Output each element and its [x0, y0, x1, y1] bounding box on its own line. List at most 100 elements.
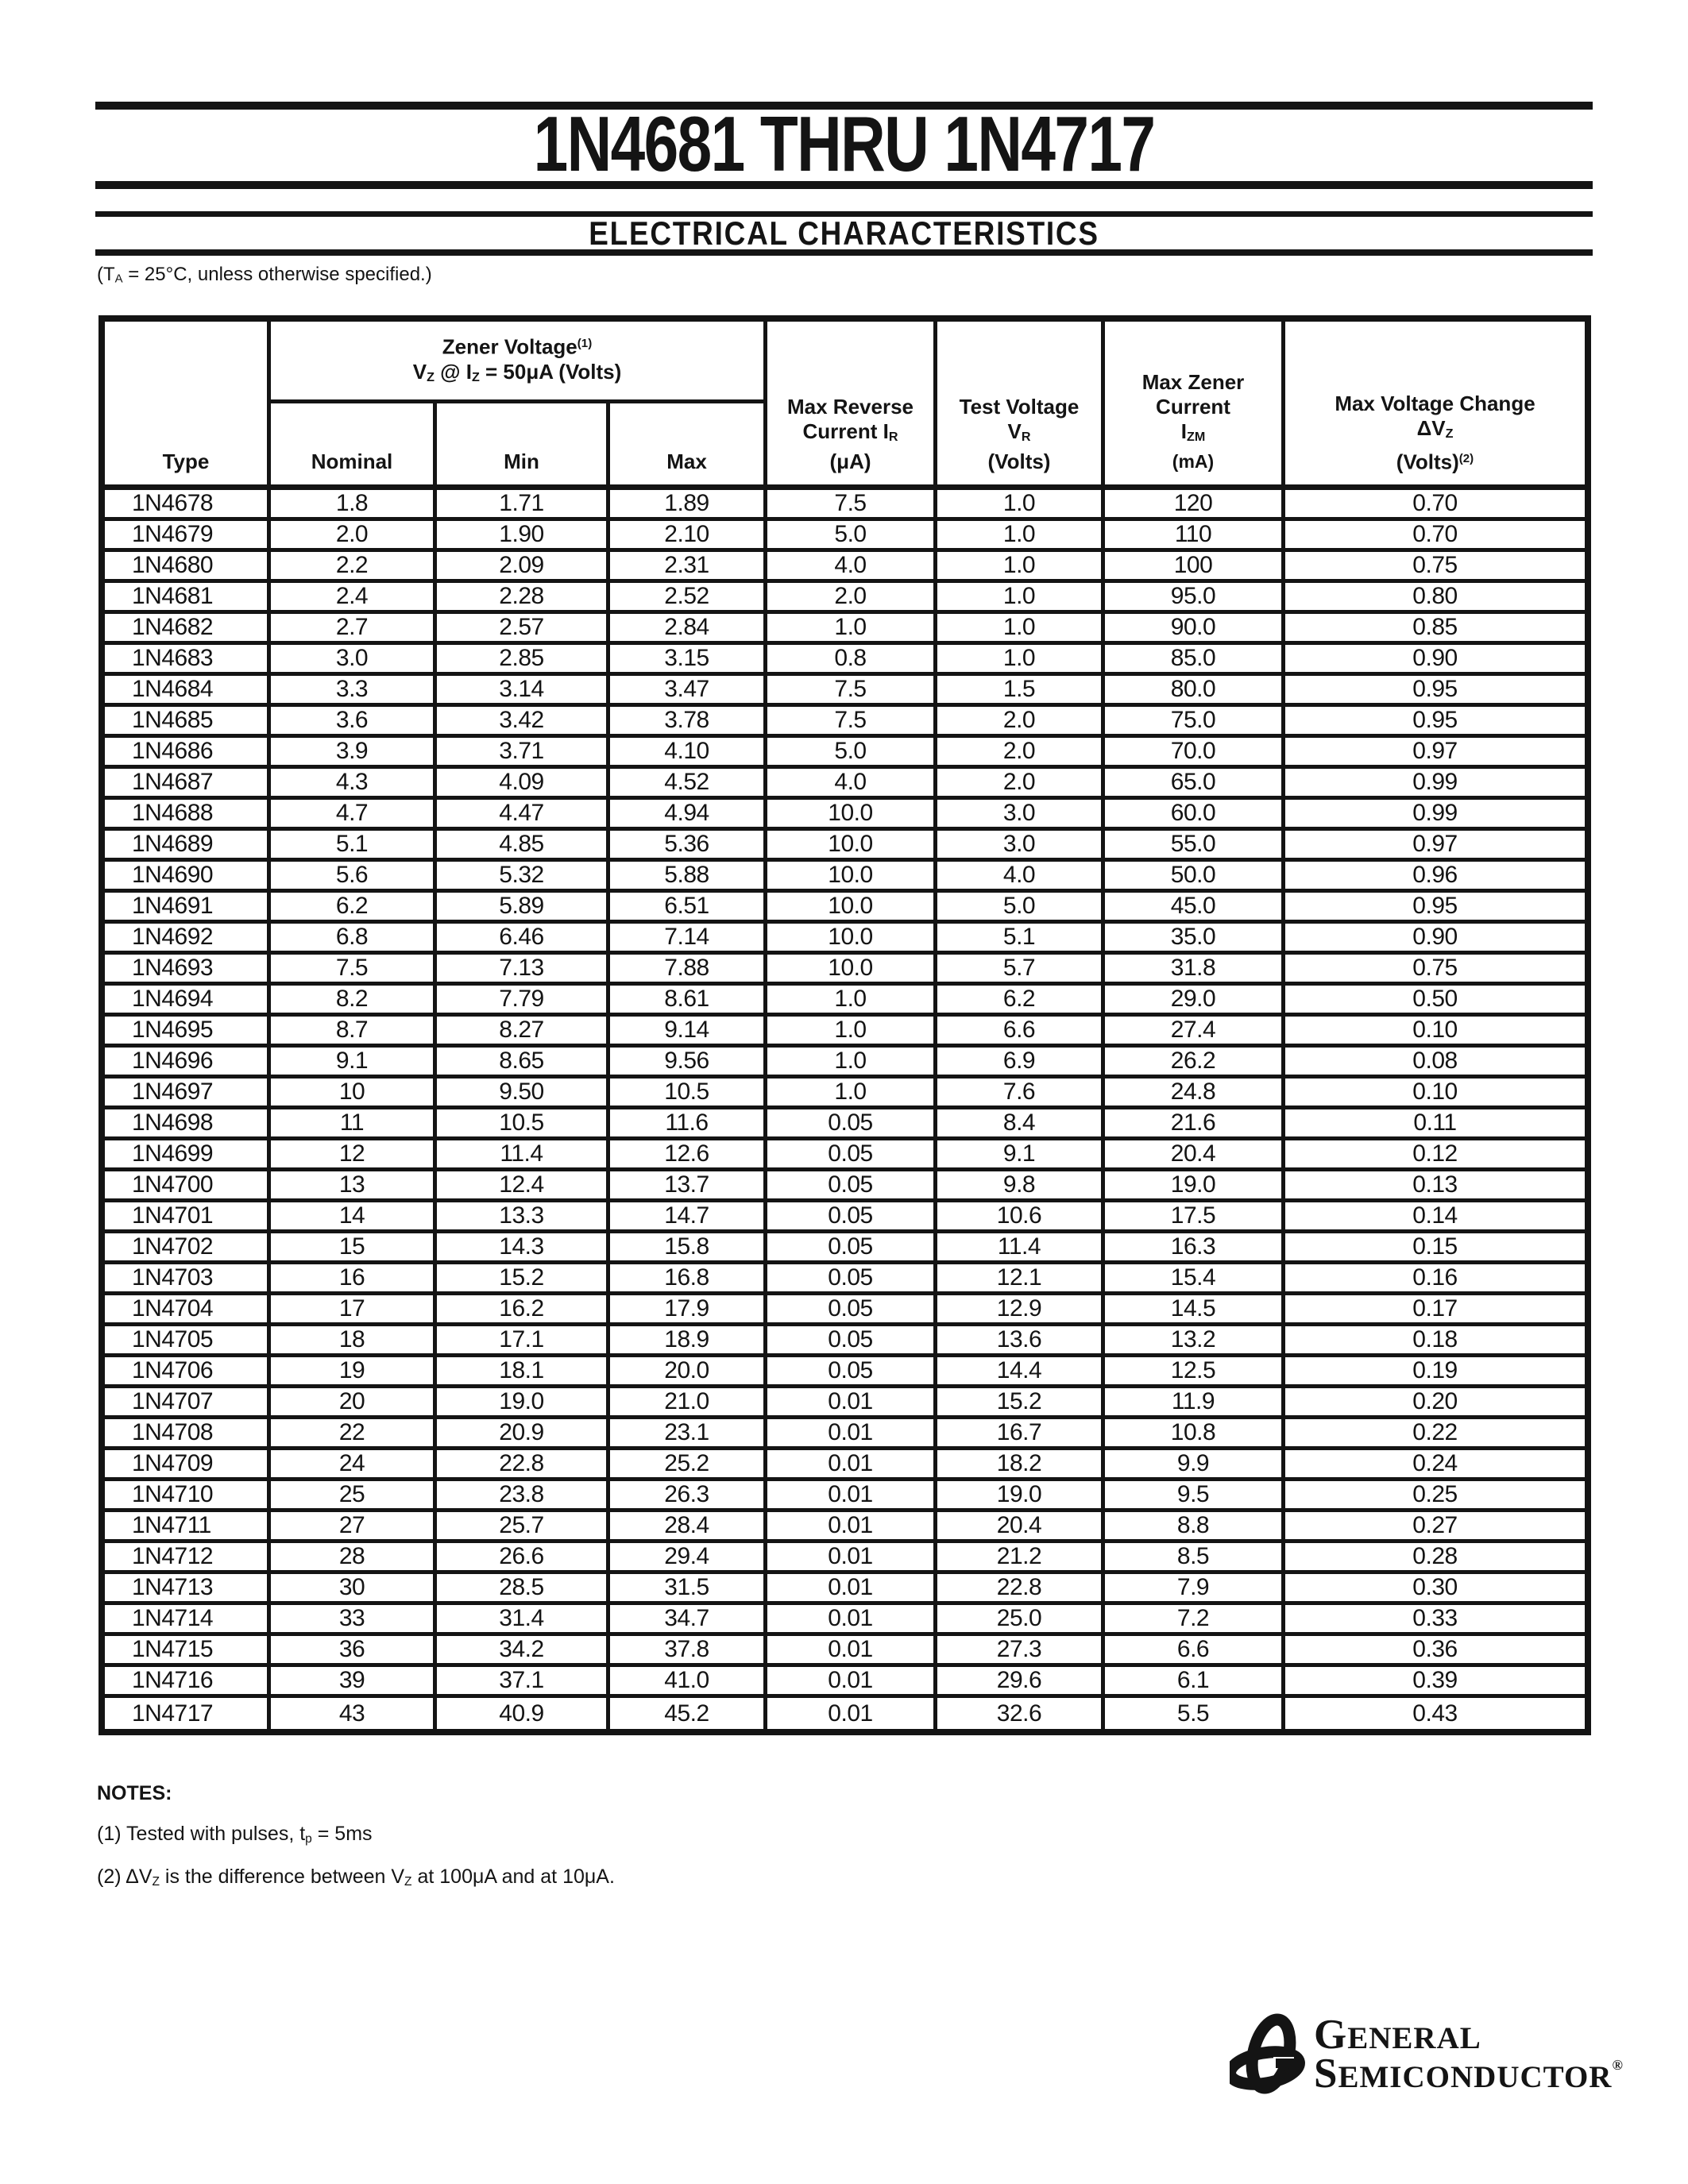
cell-izm: 21.6: [1105, 1109, 1285, 1140]
cell-vr: 8.4: [937, 1109, 1105, 1140]
cell-izm: 95.0: [1105, 583, 1285, 614]
cell-izm: 6.1: [1105, 1667, 1285, 1698]
cell-vr: 1.0: [937, 645, 1105, 676]
cell-izm: 29.0: [1105, 986, 1285, 1017]
cell-max: 9.14: [610, 1017, 767, 1048]
cell-type: 1N4692: [105, 924, 271, 955]
cell-ir: 4.0: [767, 769, 937, 800]
cell-ir: 10.0: [767, 893, 937, 924]
cell-ir: 1.0: [767, 1048, 937, 1078]
cell-type: 1N4709: [105, 1450, 271, 1481]
cell-dvz: 0.18: [1285, 1326, 1585, 1357]
column-header-min: Min: [437, 403, 610, 484]
cell-izm: 80.0: [1105, 676, 1285, 707]
cell-izm: 12.5: [1105, 1357, 1285, 1388]
cell-dvz: 0.08: [1285, 1048, 1585, 1078]
cell-nominal: 3.9: [271, 738, 437, 769]
zener-voltage-group-title: Zener Voltage(1) VZ @ IZ = 50μA (Volts): [412, 334, 622, 384]
cell-max: 12.6: [610, 1140, 767, 1171]
cell-izm: 60.0: [1105, 800, 1285, 831]
cell-izm: 75.0: [1105, 707, 1285, 738]
cell-izm: 26.2: [1105, 1048, 1285, 1078]
cell-nominal: 11: [271, 1109, 437, 1140]
cell-min: 25.7: [437, 1512, 610, 1543]
cell-ir: 5.0: [767, 738, 937, 769]
cell-vr: 16.7: [937, 1419, 1105, 1450]
cell-vr: 1.0: [937, 490, 1105, 521]
cell-izm: 9.5: [1105, 1481, 1285, 1512]
cell-dvz: 0.28: [1285, 1543, 1585, 1574]
cell-type: 1N4701: [105, 1202, 271, 1233]
logo-wordmark-line2: SEMICONDUCTOR: [1314, 2051, 1613, 2097]
cell-nominal: 24: [271, 1450, 437, 1481]
cell-vr: 19.0: [937, 1481, 1105, 1512]
cell-ir: 0.05: [767, 1264, 937, 1295]
cell-max: 45.2: [610, 1698, 767, 1729]
cell-max: 11.6: [610, 1109, 767, 1140]
cell-type: 1N4698: [105, 1109, 271, 1140]
column-header-nominal: Nominal: [271, 403, 437, 484]
cell-min: 3.71: [437, 738, 610, 769]
cell-izm: 8.5: [1105, 1543, 1285, 1574]
cell-vr: 15.2: [937, 1388, 1105, 1419]
cell-ir: 1.0: [767, 614, 937, 645]
cell-vr: 20.4: [937, 1512, 1105, 1543]
cell-max: 13.7: [610, 1171, 767, 1202]
cell-vr: 12.9: [937, 1295, 1105, 1326]
cell-nominal: 30: [271, 1574, 437, 1605]
cell-min: 2.85: [437, 645, 610, 676]
cell-ir: 0.05: [767, 1202, 937, 1233]
cell-vr: 9.1: [937, 1140, 1105, 1171]
cell-type: 1N4712: [105, 1543, 271, 1574]
cell-type: 1N4690: [105, 862, 271, 893]
cell-vr: 21.2: [937, 1543, 1105, 1574]
cell-min: 3.14: [437, 676, 610, 707]
cell-max: 4.10: [610, 738, 767, 769]
cell-izm: 31.8: [1105, 955, 1285, 986]
cell-min: 3.42: [437, 707, 610, 738]
cell-ir: 0.01: [767, 1667, 937, 1698]
cell-dvz: 0.25: [1285, 1481, 1585, 1512]
cell-vr: 1.0: [937, 614, 1105, 645]
cell-izm: 20.4: [1105, 1140, 1285, 1171]
page-title: 1N4681 THRU 1N4717: [533, 100, 1156, 187]
cell-nominal: 5.1: [271, 831, 437, 862]
cell-izm: 27.4: [1105, 1017, 1285, 1048]
cell-izm: 17.5: [1105, 1202, 1285, 1233]
cell-izm: 24.8: [1105, 1078, 1285, 1109]
cell-dvz: 0.96: [1285, 862, 1585, 893]
cell-min: 2.28: [437, 583, 610, 614]
cell-nominal: 15: [271, 1233, 437, 1264]
cell-nominal: 22: [271, 1419, 437, 1450]
cell-max: 7.14: [610, 924, 767, 955]
section-title: ELECTRICAL CHARACTERISTICS: [589, 214, 1099, 252]
cell-nominal: 6.2: [271, 893, 437, 924]
cell-type: 1N4694: [105, 986, 271, 1017]
cell-vr: 2.0: [937, 707, 1105, 738]
cell-ir: 0.01: [767, 1419, 937, 1450]
zener-subheader-row: Nominal Min Max: [271, 403, 763, 484]
cell-vr: 1.0: [937, 521, 1105, 552]
cell-vr: 5.0: [937, 893, 1105, 924]
cell-ir: 10.0: [767, 924, 937, 955]
cell-min: 6.46: [437, 924, 610, 955]
cell-type: 1N4713: [105, 1574, 271, 1605]
general-semiconductor-logo-icon: [1230, 2013, 1305, 2094]
cell-max: 28.4: [610, 1512, 767, 1543]
cell-min: 5.32: [437, 862, 610, 893]
cell-min: 2.09: [437, 552, 610, 583]
cell-dvz: 0.70: [1285, 490, 1585, 521]
cell-izm: 35.0: [1105, 924, 1285, 955]
column-header-max-voltage-change: Max Voltage Change ΔVZ (Volts)(2): [1335, 391, 1535, 473]
cell-min: 19.0: [437, 1388, 610, 1419]
cell-nominal: 18: [271, 1326, 437, 1357]
cell-nominal: 1.8: [271, 490, 437, 521]
cell-vr: 32.6: [937, 1698, 1105, 1729]
notes-heading: NOTES:: [97, 1782, 172, 1804]
cell-nominal: 8.2: [271, 986, 437, 1017]
cell-vr: 12.1: [937, 1264, 1105, 1295]
cell-type: 1N4688: [105, 800, 271, 831]
cell-min: 7.79: [437, 986, 610, 1017]
cell-type: 1N4691: [105, 893, 271, 924]
cell-nominal: 39: [271, 1667, 437, 1698]
